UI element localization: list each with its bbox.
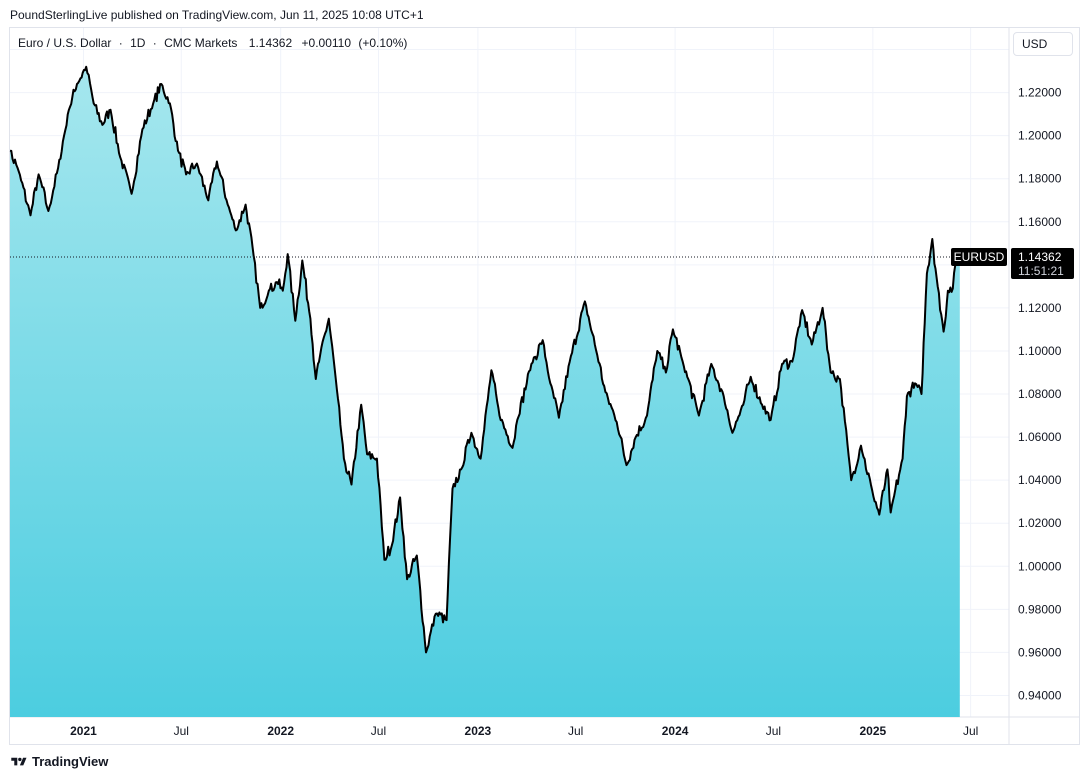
price-tick-label: 1.20000: [1018, 129, 1062, 143]
legend-separator: ·: [118, 36, 123, 50]
price-tick-label: 1.08000: [1018, 387, 1062, 401]
time-tick-label: 2021: [70, 724, 97, 738]
symbol-tag-label: EURUSD: [954, 250, 1005, 264]
time-tick-label: Jul: [963, 724, 978, 738]
time-tick-label: 2024: [662, 724, 689, 738]
time-tick-label: Jul: [371, 724, 386, 738]
price-area-fill: [10, 66, 960, 718]
last-price-tag-value: 1.14362: [1018, 250, 1062, 264]
price-tick-label: 1.10000: [1018, 344, 1062, 358]
publisher-line: PoundSterlingLive published on TradingVi…: [10, 8, 424, 22]
price-tick-label: 1.02000: [1018, 516, 1062, 530]
symbol-tag: [951, 248, 1007, 267]
time-tick-label: Jul: [174, 724, 189, 738]
time-tick-label: 2023: [465, 724, 492, 738]
time-tick-label: 2025: [859, 724, 886, 738]
legend-change: +0.00110: [301, 36, 352, 50]
price-tick-label: 1.22000: [1018, 86, 1062, 100]
legend-separator: ·: [152, 36, 157, 50]
chart-legend[interactable]: Euro / U.S. Dollar · 1D · CMC Markets 1.…: [18, 36, 411, 50]
price-tick-label: 1.06000: [1018, 430, 1062, 444]
bar-countdown: 11:51:21: [1018, 264, 1064, 278]
legend-symbol: Euro / U.S. Dollar: [18, 36, 112, 50]
currency-button[interactable]: USD: [1013, 32, 1073, 56]
legend-source: CMC Markets: [164, 36, 238, 50]
chart-frame[interactable]: [9, 27, 1080, 745]
price-tags: EURUSD 1.14362 11:51:21: [951, 248, 1074, 280]
tradingview-brand[interactable]: TradingView: [10, 754, 108, 769]
price-tick-label: 0.96000: [1018, 645, 1062, 659]
price-axis[interactable]: 1.240001.220001.200001.180001.160001.140…: [1018, 43, 1062, 703]
price-line: [9, 65, 961, 654]
time-tick-label: Jul: [568, 724, 583, 738]
time-tick-label: Jul: [766, 724, 781, 738]
time-axis[interactable]: 2021 Jul 2022 Jul 2023 Jul 2024 Jul 2025 Jul: [70, 724, 978, 738]
price-tick-label: 0.94000: [1018, 688, 1062, 702]
price-tick-label: 1.00000: [1018, 559, 1062, 573]
time-tick-label: 2022: [267, 724, 294, 738]
price-tick-label: 1.04000: [1018, 473, 1062, 487]
price-tick-label: 1.16000: [1018, 215, 1062, 229]
last-price-tag: [1011, 248, 1074, 280]
legend-last-price: 1.14362: [248, 36, 293, 50]
legend-interval: 1D: [130, 36, 146, 50]
brand-label: TradingView: [32, 754, 109, 769]
price-tick-label: 1.18000: [1018, 172, 1062, 186]
price-tick-label: 0.98000: [1018, 602, 1062, 616]
legend-change-percent: (+0.10%): [358, 36, 408, 50]
price-tick-label: 1.12000: [1018, 301, 1062, 315]
tradingview-logo-icon: [11, 757, 27, 765]
